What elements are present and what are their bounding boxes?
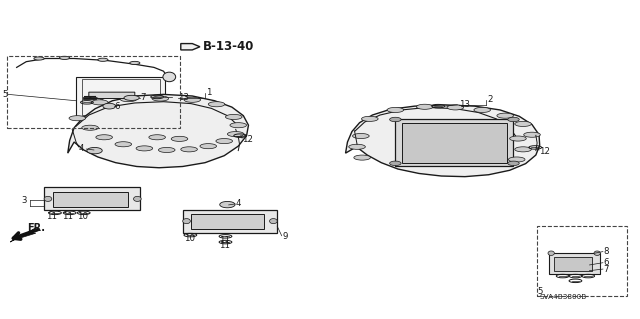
Text: 3: 3 [22,196,28,205]
Text: 7: 7 [604,264,609,274]
Ellipse shape [60,56,70,59]
Ellipse shape [362,116,378,122]
Text: 5: 5 [538,287,543,296]
Text: 12: 12 [539,147,550,156]
Ellipse shape [515,147,531,152]
Ellipse shape [124,95,140,100]
Text: 13: 13 [460,100,470,109]
Bar [44,188,140,210]
Text: 10: 10 [184,234,195,243]
Ellipse shape [208,102,225,107]
Bar [537,226,627,296]
Ellipse shape [548,251,554,256]
Text: 12: 12 [242,135,253,144]
Ellipse shape [390,117,401,122]
Text: 13: 13 [178,93,189,102]
Text: 6: 6 [115,102,120,111]
Polygon shape [180,44,200,50]
Ellipse shape [182,219,190,224]
Ellipse shape [515,122,531,126]
Ellipse shape [69,116,86,121]
Ellipse shape [98,58,108,61]
Text: 11: 11 [219,241,230,250]
Text: 11: 11 [219,236,230,245]
Ellipse shape [136,146,153,151]
Ellipse shape [152,96,169,101]
Ellipse shape [92,100,108,105]
Text: 7: 7 [140,93,145,102]
Polygon shape [76,77,166,118]
Ellipse shape [120,97,137,102]
Ellipse shape [34,57,44,60]
Text: 11: 11 [62,211,73,220]
Ellipse shape [447,105,464,110]
Ellipse shape [115,142,132,147]
Ellipse shape [269,219,277,224]
Text: SVA4B3800B: SVA4B3800B [539,294,586,300]
Text: 10: 10 [77,211,88,220]
Polygon shape [346,105,540,177]
Ellipse shape [508,161,519,166]
Text: 11: 11 [46,211,58,220]
Text: 8: 8 [99,93,104,102]
Polygon shape [10,228,36,242]
Ellipse shape [184,97,200,102]
Bar [396,120,513,167]
Text: 2: 2 [487,95,493,104]
Ellipse shape [200,144,216,149]
Ellipse shape [130,61,140,64]
Ellipse shape [354,155,371,160]
Ellipse shape [163,72,175,82]
Ellipse shape [44,196,52,201]
Polygon shape [89,92,135,99]
Text: 8: 8 [604,247,609,256]
Ellipse shape [103,103,116,109]
Ellipse shape [172,136,188,141]
Ellipse shape [216,138,232,144]
Ellipse shape [417,104,433,109]
Bar [191,214,264,229]
Ellipse shape [180,147,197,152]
Ellipse shape [87,147,102,154]
Text: FR.: FR. [28,223,45,233]
Text: 6: 6 [604,258,609,267]
Bar [548,253,600,274]
Ellipse shape [508,157,525,162]
Text: 9: 9 [283,232,289,241]
Ellipse shape [149,135,166,140]
Ellipse shape [509,136,526,141]
Bar [402,123,507,163]
Ellipse shape [134,196,141,201]
Ellipse shape [220,201,235,208]
Ellipse shape [353,133,369,138]
Ellipse shape [159,147,175,152]
Ellipse shape [474,108,490,113]
Ellipse shape [227,131,244,137]
Bar [554,257,592,271]
Ellipse shape [387,108,404,113]
Bar [7,56,179,128]
Text: 4: 4 [79,144,84,153]
Text: B-13-40: B-13-40 [203,40,255,53]
Ellipse shape [82,125,99,130]
Ellipse shape [497,113,513,118]
Ellipse shape [96,135,113,140]
Ellipse shape [225,115,242,120]
Ellipse shape [390,161,401,166]
Ellipse shape [230,123,246,128]
Text: 1: 1 [206,88,212,97]
Bar [53,192,129,207]
Ellipse shape [349,144,365,149]
Ellipse shape [524,132,540,137]
Bar [182,210,277,233]
Text: 4: 4 [236,199,241,208]
Text: 5: 5 [3,90,8,99]
Polygon shape [68,94,248,168]
Ellipse shape [594,251,600,256]
Ellipse shape [508,117,519,122]
